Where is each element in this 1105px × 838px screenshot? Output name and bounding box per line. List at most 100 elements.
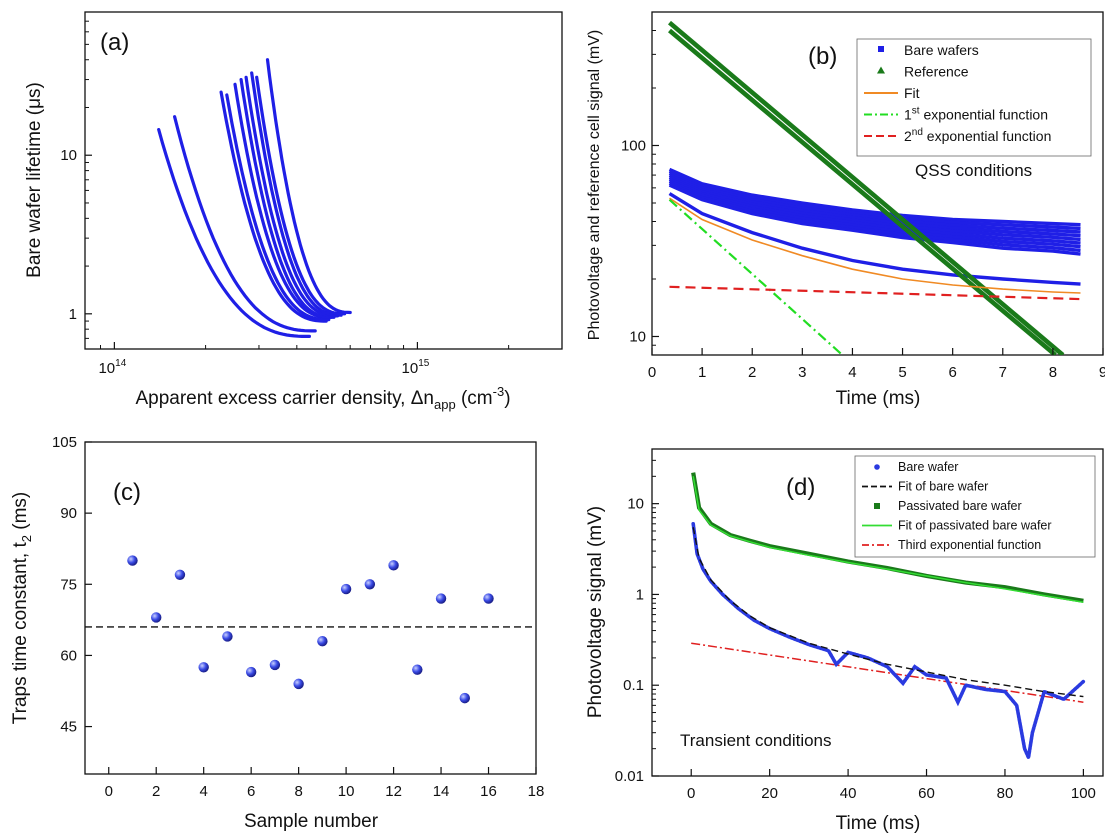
bare-wafer-line-b-3 (668, 171, 1081, 234)
x-tick-label-d-5: 100 (1071, 785, 1096, 802)
plot-frame-a (84, 11, 563, 350)
scatter-point-c-5 (222, 631, 233, 642)
legend-marker-b-1 (877, 66, 885, 74)
bare-wafer-line-b-1 (668, 167, 1081, 227)
x-tick-label-b-3: 3 (798, 364, 806, 381)
legend-label-d-3: Fit of passivated bare wafer (898, 519, 1052, 533)
legend-marker-b-0 (878, 46, 884, 52)
scatter-point-c-14 (435, 593, 447, 604)
fit-line-b (669, 197, 1081, 294)
y-axis-label-d: Photovoltage signal (mV) (585, 506, 606, 718)
y-axis-label-c: Traps time constant, t2 (ms) (10, 492, 34, 724)
y-tick-label-b-0: 10 (629, 328, 646, 345)
x-axis-label-d: Time (ms) (836, 813, 921, 834)
reference-line-b-2 (668, 28, 1057, 355)
x-tick-label-b-8: 8 (1049, 364, 1057, 381)
series-line-a-1 (157, 128, 311, 338)
x-tick-label-b-9: 9 (1099, 364, 1105, 381)
passivated-fit-d (692, 476, 1084, 604)
scatter-point-c-16 (483, 593, 494, 604)
legend-label-b-3: 1st exponential function (904, 106, 1048, 123)
y-axis-label-b: Photovoltage and reference cell signal (… (586, 30, 603, 340)
scatter-point-c-6 (245, 666, 257, 678)
panel-a: 1014 1015 1 10 (a) Apparent excess carrier … (24, 11, 563, 412)
scatter-point-c-8 (293, 678, 304, 690)
scatter-point-c-10 (340, 583, 352, 595)
legend-marker-d-0 (874, 464, 880, 470)
scatter-point-c-1 (127, 555, 138, 566)
panel-label-b: (b) (808, 43, 837, 70)
legend-label-d-0: Bare wafer (898, 460, 958, 474)
x-tick-label-c-3: 6 (247, 783, 255, 800)
scatter-point-c-9 (317, 636, 328, 647)
legend-label-b-4: 2nd exponential function (904, 127, 1051, 144)
y-tick-label-c-2: 75 (60, 576, 77, 593)
x-tick-label-c-6: 12 (385, 783, 402, 800)
scatter-point-c-7 (269, 659, 281, 671)
scatter-point-c-15 (459, 692, 470, 704)
x-axis-label-c: Sample number (244, 811, 379, 832)
series-line-a-9 (255, 75, 347, 316)
legend-box-d (854, 455, 1096, 558)
series-line-a-7 (244, 75, 340, 318)
panel-b: 0 1 2 3 4 5 6 7 8 9 10 100 (b) QSS conditions Bare … (586, 11, 1105, 409)
legend-label-d-4: Third exponential function (898, 538, 1041, 552)
passivated-data-d (691, 472, 1084, 603)
x-tick-label-d-0: 0 (687, 785, 695, 802)
bare-wafer-line-b-9 (668, 183, 1081, 256)
y-tick-label-d-1: 0.1 (623, 677, 644, 694)
x-axis-label-a: Apparent excess carrier density, Δnapp (… (135, 384, 510, 412)
series-line-a-4 (225, 93, 331, 322)
y-tick-label-d-0: 0.01 (615, 768, 644, 785)
x-tick-label-c-4: 8 (294, 783, 302, 800)
legend-label-d-2: Passivated bare wafer (898, 499, 1022, 513)
x-tick-label-c-8: 16 (480, 783, 497, 800)
scatter-point-c-13 (412, 664, 423, 675)
x-tick-label-c-1: 2 (152, 783, 160, 800)
plot-area-b (668, 20, 1081, 355)
legend-label-b-0: Bare wafers (904, 42, 979, 58)
bare-fit-d (692, 527, 1084, 698)
legend-label-b-1: Reference (904, 64, 969, 80)
bare-wafer-line-b-8 (668, 181, 1081, 253)
scatter-point-c-12 (388, 560, 399, 571)
third-exp-line-d (691, 642, 1084, 703)
x-tick-label-a-1: 1015 (402, 358, 430, 377)
x-tick-label-d-4: 80 (997, 785, 1014, 802)
legend-marker-d-2 (874, 503, 880, 509)
panel-c: 0 2 4 6 8 10 12 14 16 18 45 60 75 90 105 (c) Sample nu… (10, 434, 544, 832)
y-axis-label-a: Bare wafer lifetime (μs) (24, 82, 45, 278)
y-tick-label-d-3: 10 (627, 496, 644, 513)
plot-frame-b (651, 11, 1104, 356)
x-tick-label-c-5: 10 (338, 783, 355, 800)
legend-label-b-2: Fit (904, 85, 920, 101)
x-tick-label-d-2: 40 (840, 785, 857, 802)
reference-line-b-1 (668, 20, 1065, 355)
x-tick-label-b-5: 5 (898, 364, 906, 381)
x-tick-label-d-3: 60 (918, 785, 935, 802)
scatter-point-c-11 (364, 579, 376, 590)
bare-wafer-line-b-2 (668, 169, 1081, 231)
x-tick-label-c-2: 4 (200, 783, 208, 800)
bare-data-d (691, 522, 1086, 764)
x-tick-label-c-7: 14 (433, 783, 450, 800)
plot-frame-c (84, 441, 537, 775)
series-line-a-3 (219, 90, 328, 323)
plot-frame-d (651, 448, 1104, 777)
x-tick-label-b-4: 4 (848, 364, 856, 381)
y-tick-label-c-3: 90 (60, 505, 77, 522)
series-line-a-2 (173, 115, 317, 333)
scatter-point-c-4 (198, 662, 209, 673)
y-tick-label-c-0: 45 (60, 719, 77, 736)
bare-wafer-line-b-6 (668, 177, 1081, 245)
y-tick-label-c-4: 105 (52, 434, 77, 451)
scatter-point-c-2 (151, 612, 162, 623)
x-axis-label-b: Time (ms) (836, 388, 921, 409)
y-tick-label-b-1: 100 (621, 137, 646, 154)
x-tick-label-c-0: 0 (105, 783, 113, 800)
panel-d: 0 20 40 60 80 100 0.01 0.1 1 10 (d) Transient con… (585, 448, 1104, 834)
bare-wafer-line-b-7 (668, 179, 1081, 249)
y-tick-label-c-1: 60 (60, 647, 77, 664)
panel-label-c: (c) (113, 479, 141, 506)
